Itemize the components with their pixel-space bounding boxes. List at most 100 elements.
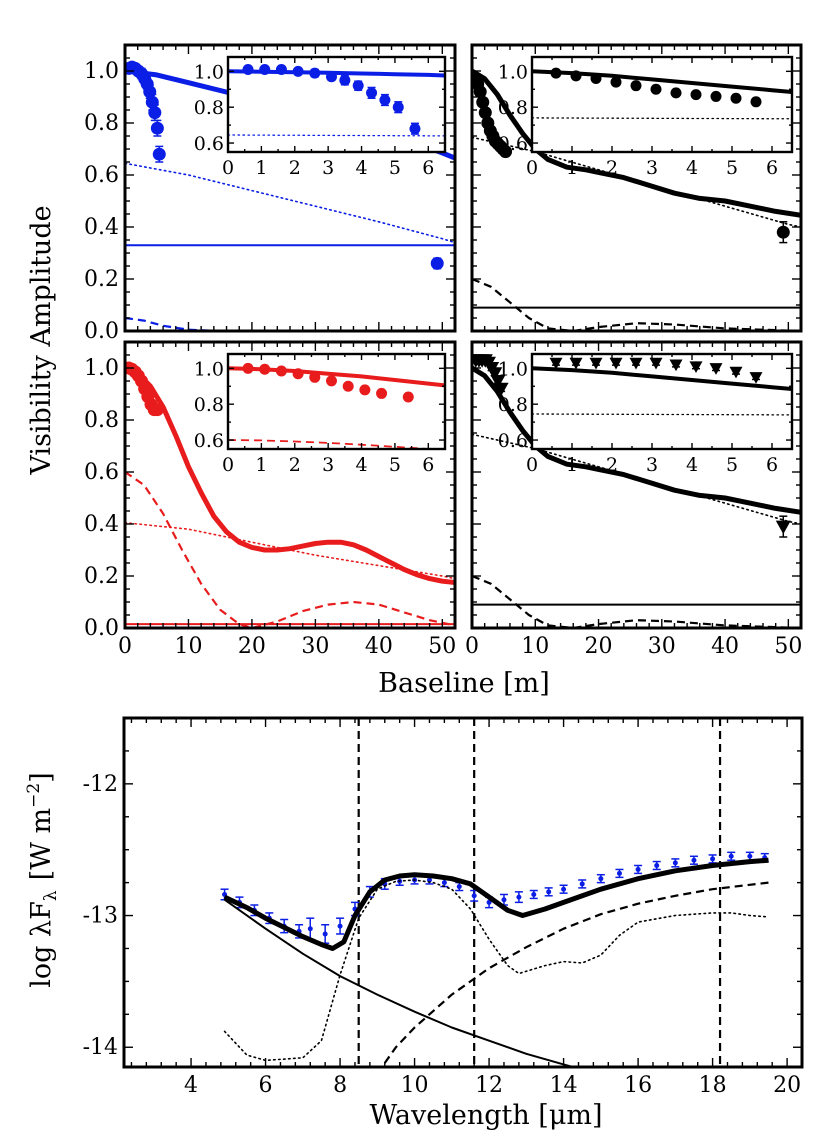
data-point	[376, 387, 388, 399]
data-marker	[709, 363, 723, 375]
tick-marks	[227, 354, 446, 449]
x-tick-label: 5	[726, 157, 738, 179]
data-marker	[342, 380, 354, 392]
data-marker	[242, 362, 254, 374]
data-marker	[689, 361, 703, 374]
series-total-model	[532, 366, 792, 391]
data-point	[321, 924, 330, 944]
data-point	[776, 221, 790, 244]
x-tick-label: 3	[646, 157, 658, 179]
y-tick-label: 0.4	[84, 512, 119, 537]
panel-vis-black-top: 0 1 2 3 4 5 6 0.6 0.8 1.0	[470, 43, 803, 333]
data-marker	[690, 89, 702, 101]
data-marker	[654, 863, 660, 869]
data-marker	[309, 371, 321, 383]
data-point	[309, 67, 321, 79]
x-tick-label: 4	[355, 454, 367, 476]
y-tick-label: 0.8	[194, 97, 224, 119]
data-point	[473, 85, 487, 99]
x-tick-label: 20	[238, 634, 266, 659]
data-point	[596, 873, 605, 884]
data-marker	[710, 856, 716, 862]
plot-area	[472, 68, 801, 331]
x-tick-label: 5	[726, 454, 738, 476]
data-point	[669, 359, 683, 372]
x-tick-label: 30	[648, 634, 676, 659]
y-tick-label: 0.8	[84, 111, 119, 136]
tick-marks	[531, 354, 793, 449]
y-tick-label: 0.6	[84, 163, 119, 188]
data-marker	[152, 147, 166, 161]
data-marker	[150, 121, 164, 135]
plot-area	[532, 357, 792, 416]
data-point	[275, 64, 287, 76]
y-tick-label: 1.0	[84, 356, 119, 381]
series-extended-component	[532, 413, 792, 416]
y-tick-label: 0.0	[84, 616, 119, 641]
data-point	[499, 145, 513, 159]
data-point	[402, 391, 414, 403]
data-marker	[493, 382, 509, 397]
data-point	[292, 368, 304, 380]
x-tick-label: 0	[222, 157, 234, 179]
x-tick-label: 3	[322, 454, 334, 476]
sed-xlabel: Wavelength [μm]	[369, 1100, 602, 1131]
data-point	[392, 101, 404, 114]
data-marker	[516, 894, 522, 900]
data-point	[476, 95, 490, 109]
data-point	[379, 93, 391, 107]
panel-sed: 4 6 8 10 12 14 16 18 20 -14 -13 -12	[83, 716, 804, 1098]
data-point	[529, 889, 538, 900]
y-tick-label: -14	[83, 1035, 118, 1060]
y-tick-label: 0.6	[194, 430, 224, 452]
data-marker	[750, 96, 762, 108]
x-tick-label: 2	[606, 454, 618, 476]
data-point	[470, 889, 479, 902]
data-point	[493, 382, 509, 397]
tick-marks	[227, 57, 446, 152]
data-point	[590, 73, 602, 85]
data-marker	[337, 923, 343, 929]
series-star	[472, 574, 801, 628]
data-marker	[409, 123, 421, 135]
tick-marks	[124, 717, 803, 1067]
y-tick-label: 0.4	[84, 215, 119, 240]
x-tick-label: 1	[255, 454, 267, 476]
data-marker	[672, 860, 678, 866]
data-marker	[561, 886, 567, 892]
data-marker	[275, 64, 287, 76]
data-point	[652, 860, 661, 871]
x-tick-label: 4	[686, 157, 698, 179]
x-tick-label: 6	[259, 1073, 273, 1098]
data-marker	[710, 90, 722, 102]
data-point	[150, 403, 164, 417]
x-tick-label: 3	[646, 454, 658, 476]
data-point	[578, 879, 587, 889]
tick-marks	[124, 44, 456, 332]
series-extended-component	[125, 162, 455, 244]
x-tick-label: 40	[711, 634, 739, 659]
series-star	[125, 316, 221, 331]
data-point	[689, 361, 703, 374]
data-point	[152, 145, 166, 163]
data-point	[275, 365, 287, 377]
data-point	[352, 80, 364, 92]
data-point	[478, 106, 492, 120]
y-tick-label: 0.8	[498, 394, 528, 416]
plot-area	[472, 354, 801, 628]
data-point	[690, 89, 702, 101]
data-point	[366, 86, 378, 99]
x-tick-label: 0	[526, 454, 538, 476]
data-marker	[730, 92, 742, 104]
data-point	[514, 891, 523, 904]
y-tick-label: 0.6	[194, 133, 224, 155]
y-tick-label: 0.2	[84, 564, 119, 589]
data-marker	[359, 384, 371, 396]
y-tick-label: 0.2	[84, 267, 119, 292]
data-marker	[747, 853, 753, 859]
x-tick-label: 4	[355, 157, 367, 179]
data-point	[670, 87, 682, 99]
data-marker	[430, 256, 444, 270]
data-marker	[392, 101, 404, 113]
y-tick-label: 0.8	[84, 408, 119, 433]
